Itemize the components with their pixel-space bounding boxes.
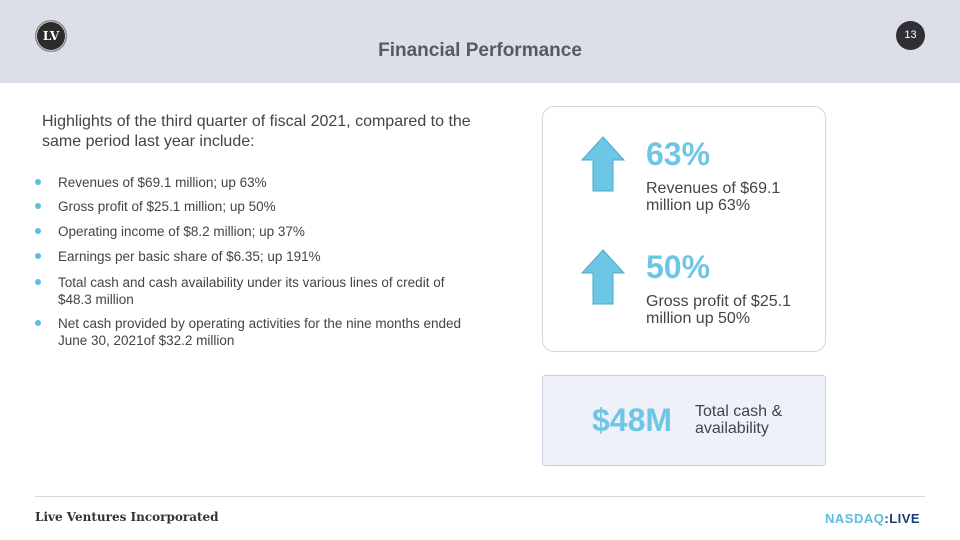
exchange-name: NASDAQ [825,511,885,526]
up-arrow-icon [581,249,625,305]
gross-profit-growth-description: Gross profit of $25.1 million up 50% [646,293,791,327]
list-item-text: Gross profit of $25.1 million; up 50% [58,199,276,214]
ticker-code: LIVE [889,511,921,526]
slide-title: Financial Performance [378,40,582,61]
list-item: Operating income of $8.2 million; up 37% [34,223,474,240]
page-number-badge: 13 [896,21,925,50]
up-arrow-icon [581,136,625,192]
list-item-text: Total cash and cash availability under i… [58,275,445,307]
list-item-text: Earnings per basic share of $6.35; up 19… [58,249,321,264]
list-item: Net cash provided by operating activitie… [34,315,474,349]
intro-text: Highlights of the third quarter of fisca… [42,113,471,150]
bullet-dot-icon [35,320,41,326]
ticker-separator: : [884,511,890,526]
bullet-dot-icon [35,179,41,185]
list-item-text: Net cash provided by operating activitie… [58,316,461,348]
ticker-symbol: NASDAQ:LIVE [825,511,920,526]
revenue-growth-value: 63% [646,136,711,172]
bullet-dot-icon [35,253,41,259]
gross-profit-growth-value: 50% [646,249,711,285]
bullet-dot-icon [35,203,41,209]
cash-card [542,375,826,466]
list-item: Total cash and cash availability under i… [34,274,474,308]
list-item: Revenues of $69.1 million; up 63% [34,174,474,191]
cash-label: Total cash & availability [695,403,783,437]
bullet-dot-icon [35,279,41,285]
list-item-text: Operating income of $8.2 million; up 37% [58,224,305,239]
list-item: Gross profit of $25.1 million; up 50% [34,198,474,215]
company-name: Live Ventures Incorporated [35,510,219,524]
list-item: Earnings per basic share of $6.35; up 19… [34,248,474,265]
company-logo: LV [35,20,67,52]
list-item-text: Revenues of $69.1 million; up 63% [58,175,267,190]
slide-header: LV Financial Performance 13 [0,0,960,83]
growth-stats-card [542,106,826,352]
footer-divider [35,496,925,497]
bullet-dot-icon [35,228,41,234]
cash-value: $48M [592,402,673,438]
revenue-growth-description: Revenues of $69.1 million up 63% [646,180,781,214]
